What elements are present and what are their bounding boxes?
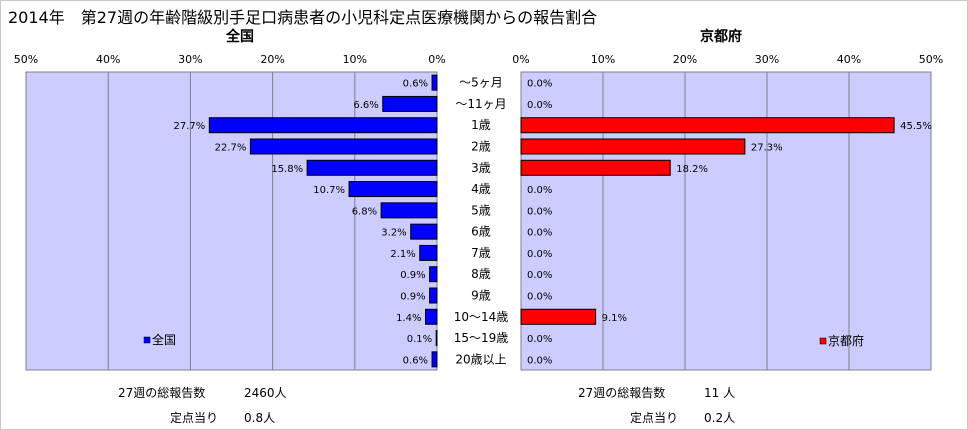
right-value-label: 0.0% bbox=[527, 355, 552, 366]
category-label: ～5ヶ月 bbox=[459, 76, 503, 90]
category-label: 20歳以上 bbox=[455, 352, 506, 366]
left-bar bbox=[249, 138, 438, 155]
right-value-label: 0.0% bbox=[527, 249, 552, 260]
left-bar bbox=[306, 159, 438, 176]
category-label: 7歳 bbox=[471, 246, 491, 260]
left-bar bbox=[380, 202, 438, 219]
category-label: ～11ヶ月 bbox=[455, 97, 506, 111]
left-plot-area bbox=[25, 71, 438, 371]
right-value-label: 27.3% bbox=[751, 143, 783, 154]
left-tick-label: 20% bbox=[260, 53, 284, 66]
left-value-label: 6.6% bbox=[353, 100, 378, 111]
left-bar bbox=[424, 308, 438, 325]
left-legend-label: 全国 bbox=[152, 332, 176, 347]
category-label: 15～19歳 bbox=[454, 331, 509, 345]
right-value-label: 0.0% bbox=[527, 100, 552, 111]
right-value-label: 9.1% bbox=[602, 313, 627, 324]
left-tick-label: 0% bbox=[428, 53, 445, 66]
category-strip bbox=[438, 71, 520, 371]
kyoto-per-sentinel-label: 定点当り bbox=[630, 411, 679, 425]
left-value-label: 10.7% bbox=[313, 185, 345, 196]
left-tick-label: 40% bbox=[96, 53, 120, 66]
left-value-label: 15.8% bbox=[271, 164, 303, 175]
left-tick-label: 10% bbox=[343, 53, 367, 66]
left-bar bbox=[429, 266, 438, 283]
right-bar bbox=[520, 117, 895, 134]
right-value-label: 0.0% bbox=[527, 228, 552, 239]
right-plot-area bbox=[520, 71, 932, 371]
right-value-label: 0.0% bbox=[527, 185, 552, 196]
category-label: 2歳 bbox=[471, 140, 491, 154]
right-value-label: 0.0% bbox=[527, 292, 552, 303]
left-value-label: 3.2% bbox=[381, 228, 406, 239]
left-tick-label: 30% bbox=[178, 53, 202, 66]
left-bar bbox=[431, 74, 438, 91]
national-total-label: 27週の総報告数 bbox=[118, 386, 206, 400]
right-bar bbox=[520, 308, 597, 325]
right-value-label: 0.0% bbox=[527, 206, 552, 217]
left-tick-label: 50% bbox=[14, 53, 38, 66]
category-label: 5歳 bbox=[471, 203, 491, 217]
right-value-label: 0.0% bbox=[527, 270, 552, 281]
right-tick-label: 10% bbox=[591, 53, 615, 66]
left-value-label: 6.8% bbox=[352, 206, 377, 217]
left-value-label: 0.1% bbox=[407, 334, 432, 345]
category-label: 1歳 bbox=[471, 118, 491, 132]
category-label: 6歳 bbox=[471, 225, 491, 239]
category-label: 10～14歳 bbox=[454, 310, 509, 324]
left-bar bbox=[348, 181, 438, 198]
category-label: 4歳 bbox=[471, 182, 491, 196]
right-value-label: 18.2% bbox=[676, 164, 708, 175]
left-value-label: 27.7% bbox=[174, 121, 206, 132]
category-label: 9歳 bbox=[471, 289, 491, 303]
right-legend-swatch bbox=[819, 337, 827, 345]
left-value-label: 0.9% bbox=[400, 270, 425, 281]
right-tick-label: 0% bbox=[512, 53, 529, 66]
right-panel-title: 京都府 bbox=[700, 29, 742, 45]
national-total-value: 2460人 bbox=[244, 386, 287, 400]
left-bar bbox=[419, 244, 438, 261]
left-value-label: 0.9% bbox=[400, 292, 425, 303]
right-tick-label: 30% bbox=[755, 53, 779, 66]
right-legend-label: 京都府 bbox=[828, 333, 864, 348]
right-tick-label: 50% bbox=[919, 53, 943, 66]
right-bar bbox=[520, 138, 746, 155]
left-value-label: 0.6% bbox=[403, 79, 428, 90]
left-bar bbox=[382, 95, 438, 112]
left-value-label: 1.4% bbox=[396, 313, 421, 324]
kyoto-total-value: 11 人 bbox=[704, 386, 736, 400]
kyoto-total-label: 27週の総報告数 bbox=[578, 386, 666, 400]
right-value-label: 0.0% bbox=[527, 79, 552, 90]
right-tick-label: 20% bbox=[673, 53, 697, 66]
chart-title: 2014年 第27週の年齢階級別手足口病患者の小児科定点医療機関からの報告割合 bbox=[8, 8, 598, 27]
left-bar bbox=[435, 330, 438, 347]
left-value-label: 2.1% bbox=[390, 249, 415, 260]
left-value-label: 0.6% bbox=[403, 355, 428, 366]
national-per-sentinel-value: 0.8人 bbox=[244, 411, 276, 425]
left-bar bbox=[429, 287, 438, 304]
left-value-label: 22.7% bbox=[215, 143, 247, 154]
left-bar bbox=[431, 351, 438, 368]
right-value-label: 45.5% bbox=[900, 121, 932, 132]
right-tick-label: 40% bbox=[837, 53, 861, 66]
left-bar bbox=[208, 117, 438, 134]
left-legend-swatch bbox=[143, 336, 151, 344]
left-panel-title: 全国 bbox=[226, 29, 254, 45]
category-label: 8歳 bbox=[471, 267, 491, 281]
kyoto-per-sentinel-value: 0.2人 bbox=[704, 411, 736, 425]
left-bar bbox=[410, 223, 438, 240]
right-value-label: 0.0% bbox=[527, 334, 552, 345]
category-label: 3歳 bbox=[471, 161, 491, 175]
national-per-sentinel-label: 定点当り bbox=[170, 411, 219, 425]
right-bar bbox=[520, 159, 671, 176]
